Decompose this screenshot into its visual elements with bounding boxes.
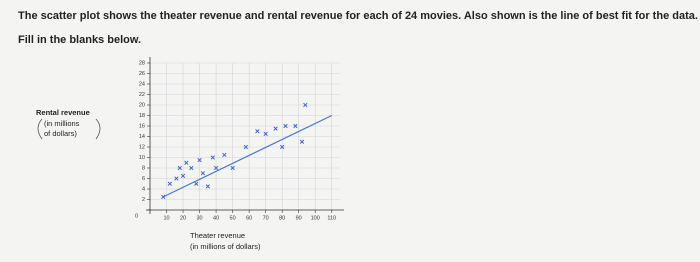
point bbox=[222, 152, 227, 158]
intro: The scatter plot shows the theater reven… bbox=[18, 10, 698, 22]
y-tick-label: 26 bbox=[139, 71, 145, 77]
y-tick-label: 14 bbox=[139, 134, 145, 140]
x-tick-label: 40 bbox=[213, 215, 219, 221]
fit-line bbox=[162, 114, 333, 198]
point bbox=[161, 194, 166, 200]
point bbox=[177, 165, 182, 171]
x-tick-label: 50 bbox=[230, 215, 236, 221]
y-tick-label: 18 bbox=[139, 113, 145, 119]
y-tick-label: 4 bbox=[142, 186, 145, 192]
point bbox=[197, 157, 202, 163]
y-axis-label: of dollars) bbox=[44, 129, 77, 138]
x-tick-label: 20 bbox=[180, 215, 186, 221]
point bbox=[230, 165, 235, 171]
x-axis-label: Theater revenue bbox=[190, 231, 245, 240]
point bbox=[243, 144, 248, 150]
point bbox=[184, 160, 189, 165]
y-tick-label: 10 bbox=[139, 155, 145, 161]
y-tick-label: 6 bbox=[142, 176, 145, 182]
y-tick-label: 16 bbox=[139, 123, 145, 129]
y-tick-label: 28 bbox=[139, 60, 145, 66]
point bbox=[273, 126, 278, 131]
point bbox=[167, 181, 172, 186]
point bbox=[194, 181, 199, 186]
x-tick-label: 10 bbox=[163, 215, 169, 221]
y-tick-label: 2 bbox=[142, 197, 145, 203]
y-tick-label: 20 bbox=[139, 102, 145, 108]
point bbox=[255, 129, 260, 134]
point bbox=[280, 144, 285, 150]
point bbox=[283, 123, 288, 129]
x-tick-label: 100 bbox=[311, 215, 320, 221]
point bbox=[200, 171, 206, 176]
y-tick-label: 22 bbox=[139, 92, 145, 98]
x-tick-label: 110 bbox=[327, 215, 336, 221]
x-axis-label: (in millions of dollars) bbox=[190, 242, 261, 251]
x-tick-label: 30 bbox=[197, 215, 203, 221]
point bbox=[180, 173, 186, 179]
y-tick-label: 12 bbox=[139, 144, 145, 150]
y-tick-label: 0 bbox=[135, 213, 138, 219]
instruction: Fill in the blanks below. bbox=[18, 34, 141, 46]
x-tick-label: 90 bbox=[296, 215, 302, 221]
y-axis-label: (in millions bbox=[44, 119, 80, 128]
y-tick-label: 24 bbox=[139, 81, 145, 87]
bracket bbox=[37, 118, 101, 140]
x-tick-label: 70 bbox=[263, 215, 269, 221]
point bbox=[210, 155, 215, 160]
point bbox=[293, 123, 298, 129]
point bbox=[303, 102, 308, 108]
point bbox=[263, 131, 268, 137]
point bbox=[174, 176, 179, 181]
point bbox=[205, 184, 210, 189]
point bbox=[213, 165, 219, 171]
x-tick-label: 80 bbox=[279, 215, 285, 221]
x-tick-label: 60 bbox=[246, 215, 252, 221]
y-axis-label: Rental revenue bbox=[36, 108, 90, 117]
y-tick-label: 8 bbox=[142, 165, 145, 171]
point bbox=[299, 139, 305, 144]
point bbox=[189, 165, 194, 171]
